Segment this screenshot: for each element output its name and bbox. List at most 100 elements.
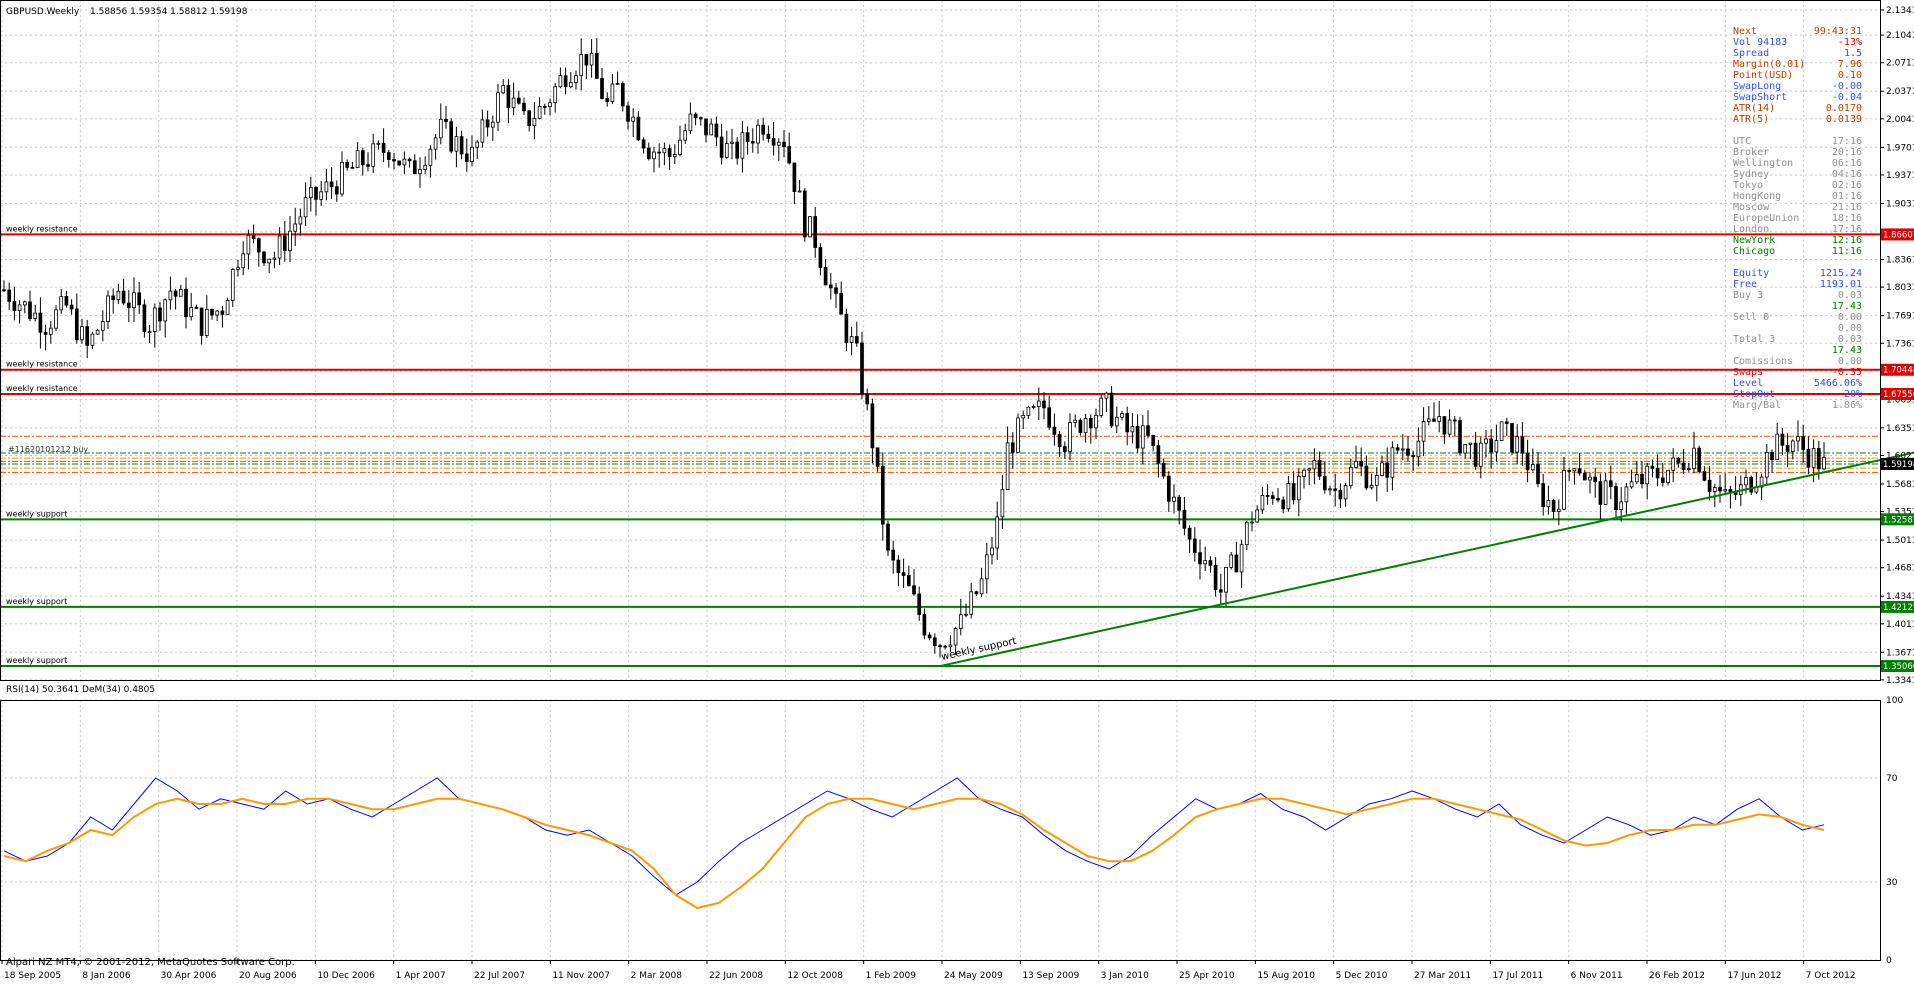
candle-body [679, 140, 682, 154]
info-value: -13% [1838, 37, 1862, 48]
candle-body [538, 106, 541, 118]
candle-body [70, 305, 73, 309]
candle-body [1235, 555, 1238, 572]
candle-body [320, 192, 323, 200]
info-value: 99:43:31 [1814, 26, 1862, 37]
candle-body [304, 198, 307, 217]
candle-body [939, 646, 942, 647]
candle-body [632, 117, 635, 121]
info-key: Broker [1733, 147, 1769, 158]
info-value: 01:16 [1832, 191, 1862, 202]
candle-body [497, 93, 500, 122]
candle-body [179, 289, 182, 296]
candle-body [18, 305, 21, 311]
candle-body [1407, 449, 1410, 455]
candle-body [8, 290, 11, 301]
info-key: Free [1733, 279, 1757, 290]
info-value: 18:16 [1832, 213, 1862, 224]
info-key: NewYork [1733, 235, 1775, 246]
info-value: 11:16 [1832, 246, 1862, 257]
candle-body [902, 573, 905, 576]
candle-body [1427, 419, 1430, 422]
candle-body [517, 98, 520, 103]
level-tag: 1.67556 [1883, 390, 1914, 400]
candle-body [1266, 495, 1269, 496]
candle-body [1303, 470, 1306, 476]
candle-body [1609, 481, 1612, 487]
candle-body [1521, 437, 1524, 453]
candle-body [606, 99, 609, 102]
info-value: 0.03 [1838, 334, 1862, 345]
candle-body [1500, 422, 1503, 441]
rsi-header: RSI(14) 50.3641 DeM(34) 0.4805 [6, 685, 155, 695]
candle-body [1474, 443, 1477, 466]
candle-body [44, 332, 47, 334]
x-tick-label: 5 Dec 2010 [1336, 971, 1388, 981]
info-value: 17.43 [1832, 301, 1862, 312]
x-tick-label: 24 May 2009 [944, 971, 1003, 981]
y-tick-label: 2.13410 [1886, 6, 1914, 16]
candle-body [107, 296, 110, 322]
y-tick-label: 1.46810 [1886, 564, 1914, 574]
candle-body [1719, 488, 1722, 491]
candle-body [689, 114, 692, 131]
info-value: 0.0170 [1826, 103, 1862, 114]
y-tick-label: 1.83610 [1886, 256, 1914, 266]
candle-body [694, 114, 697, 118]
candle-body [1573, 469, 1576, 471]
candle-body [1360, 461, 1363, 466]
candle-body [1750, 477, 1753, 492]
candle-body [642, 140, 645, 148]
level-tag: 1.42125 [1883, 603, 1914, 613]
candle-body [1261, 495, 1264, 509]
y-tick-label: 1.93710 [1886, 171, 1914, 181]
candle-body [1469, 443, 1472, 444]
candle-body [1703, 472, 1706, 481]
info-value: -0.35 [1832, 367, 1862, 378]
candle-body [476, 142, 479, 147]
candle-body [486, 120, 489, 127]
info-key: Wellington [1733, 158, 1793, 169]
candle-body [1069, 422, 1072, 451]
candle-body [1355, 461, 1358, 467]
candle-body [491, 122, 494, 127]
candle-body [840, 293, 843, 314]
candle-body [1339, 490, 1342, 499]
candle-body [653, 152, 656, 159]
x-tick-label: 12 Oct 2008 [787, 971, 843, 981]
candle-body [1173, 497, 1176, 501]
chart-header: GBPUSD.Weekly [6, 7, 80, 17]
level-label: weekly resistance [6, 384, 78, 393]
candle-body [1048, 408, 1051, 427]
candle-body [658, 152, 661, 153]
info-value: 0.00 [1838, 312, 1862, 323]
candle-body [736, 142, 739, 158]
candle-body [1225, 567, 1228, 592]
candle-body [1157, 446, 1160, 464]
candle-body [949, 645, 952, 647]
candle-body [96, 330, 99, 334]
candle-body [1438, 417, 1441, 422]
x-tick-label: 13 Sep 2009 [1022, 971, 1079, 981]
rsi-y-tick-label: 70 [1886, 774, 1898, 784]
candle-body [429, 149, 432, 165]
candle-body [1724, 489, 1727, 490]
info-key: Marg/Bal [1733, 400, 1781, 411]
rsi-y-tick-label: 0 [1886, 956, 1892, 966]
candle-body [564, 76, 567, 87]
candle-body [460, 137, 463, 154]
candle-body [1807, 449, 1810, 467]
rsi-y-tick-label: 100 [1886, 696, 1903, 706]
candle-body [928, 635, 931, 638]
candle-body [1199, 553, 1202, 564]
x-tick-label: 1 Apr 2007 [396, 971, 446, 981]
candle-body [247, 235, 250, 254]
candle-body [29, 302, 32, 319]
candle-body [372, 144, 375, 167]
info-key: Chicago [1733, 246, 1775, 257]
candle-body [424, 165, 427, 169]
candle-body [1443, 417, 1446, 435]
candle-body [419, 169, 422, 173]
info-value: 1193.01 [1820, 279, 1862, 290]
candle-body [122, 291, 125, 303]
